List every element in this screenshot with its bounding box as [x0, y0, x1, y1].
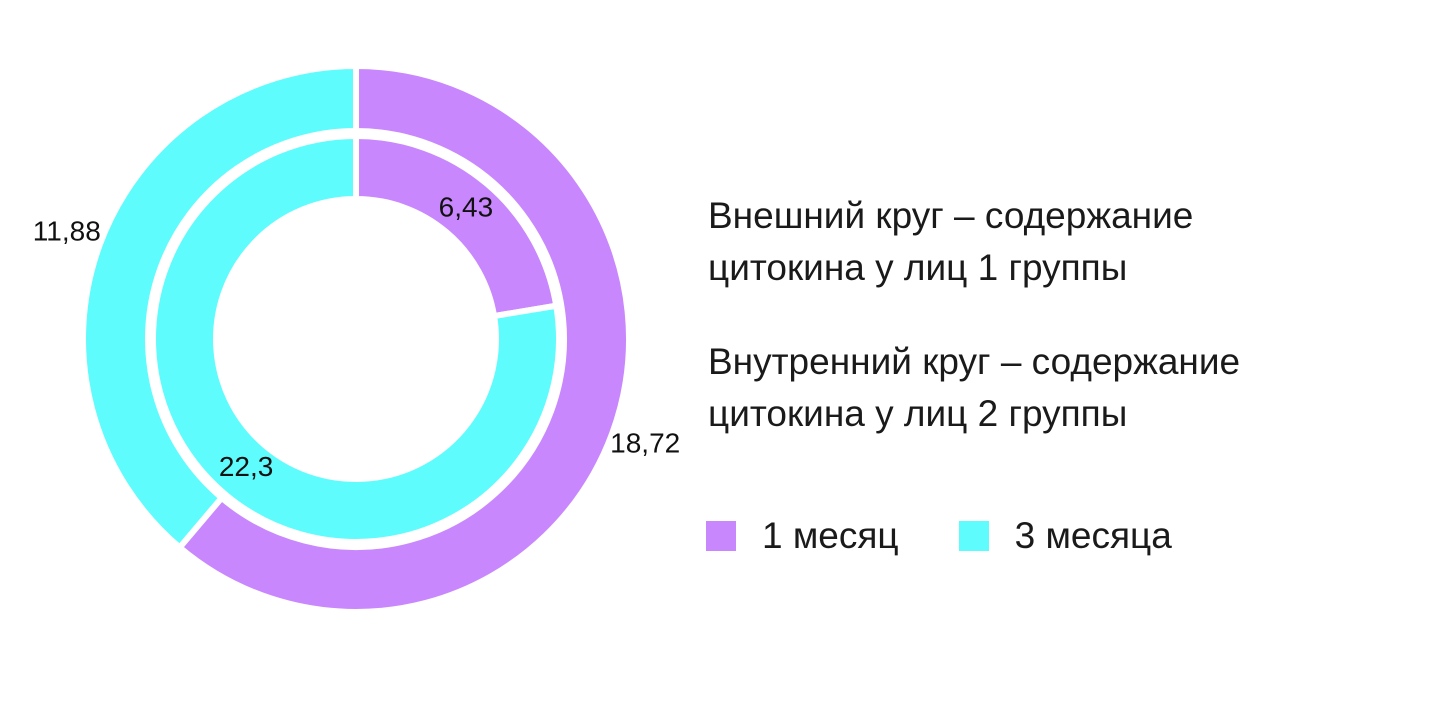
outer-ring-value-label-3-months: 11,88: [33, 215, 101, 246]
inner-ring-segment-1-month: [353, 132, 560, 320]
legend-swatch-1-month: [706, 521, 736, 551]
inner-ring: [150, 132, 562, 545]
outer-ring-description: Внешний круг – содержание цитокина у лиц…: [708, 190, 1193, 294]
outer-ring-segment-1-month: [175, 62, 632, 615]
outer-ring-segment-3-months: [80, 62, 359, 552]
outer-description-line-1: Внешний круг – содержание: [708, 195, 1194, 236]
chart-legend: 1 месяц 3 месяца: [706, 512, 1232, 560]
outer-ring-value-label-1-month: 18,72: [610, 427, 680, 458]
legend-label-1-month: 1 месяц: [762, 515, 899, 556]
legend-item-3-months: 3 месяца: [958, 512, 1172, 560]
ring-labels: 18,72 11,88 6,43 22,3: [33, 192, 680, 482]
outer-ring: [80, 62, 632, 615]
inner-ring-value-label-3-months: 22,3: [219, 451, 274, 482]
inner-ring-value-label-1-month: 6,43: [439, 192, 494, 223]
inner-description-line-1: Внутренний круг – содержание: [708, 341, 1241, 382]
legend-swatch-3-months: [958, 521, 989, 551]
inner-ring-segment-3-months: [150, 132, 562, 545]
legend-label-3-months: 3 месяца: [1014, 515, 1172, 556]
inner-description-line-2: цитокина у лиц 2 группы: [708, 393, 1128, 434]
legend-item-1-month: 1 месяц: [706, 512, 899, 560]
inner-ring-description: Внутренний круг – содержание цитокина у …: [708, 336, 1240, 440]
outer-description-line-2: цитокина у лиц 1 группы: [708, 247, 1128, 288]
